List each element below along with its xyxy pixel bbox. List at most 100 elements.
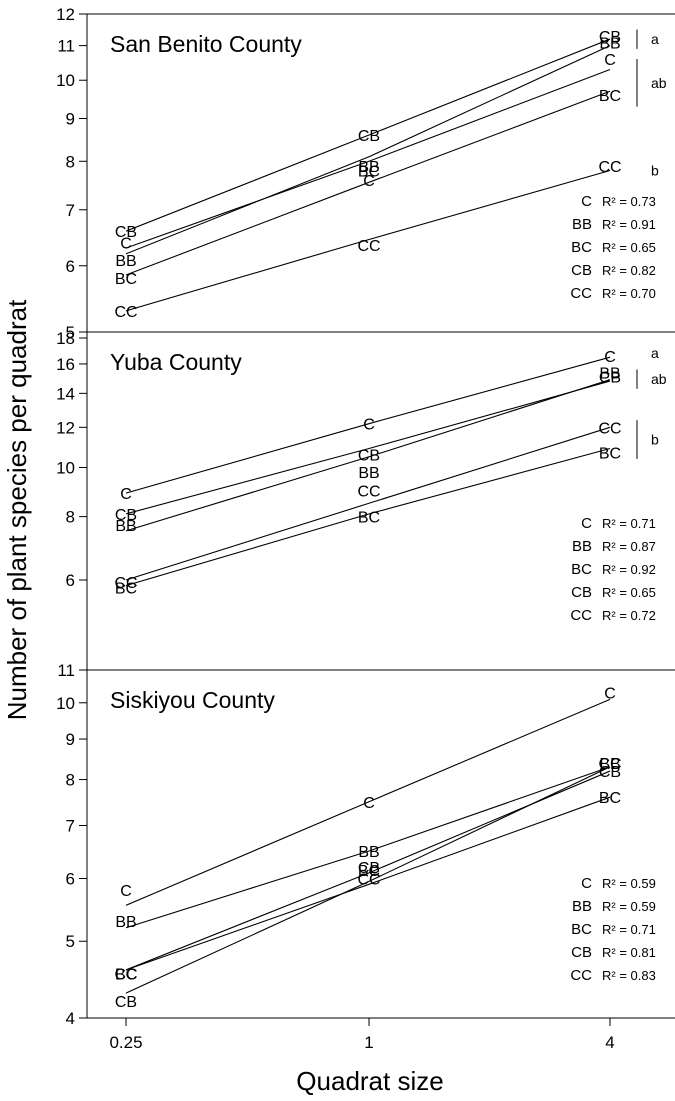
fit-line-CB <box>125 38 611 232</box>
y-tick-label: 12 <box>56 5 75 24</box>
point-label-BC: BC <box>358 163 380 180</box>
group-label: a <box>651 31 659 47</box>
fit-line-BC <box>125 796 611 971</box>
fit-line-CC <box>125 169 611 312</box>
point-label-C: C <box>604 349 616 366</box>
y-axis-label: Number of plant species per quadrat <box>2 299 32 720</box>
point-label-BC: BC <box>115 967 137 984</box>
fit-line-BB <box>125 45 611 255</box>
legend-r2-BC: R² = 0.65 <box>602 240 656 255</box>
point-label-CB: CB <box>599 764 621 781</box>
y-tick-label: 11 <box>57 661 75 680</box>
group-label: ab <box>651 371 667 387</box>
y-tick-label: 8 <box>66 771 75 790</box>
legend-r2-BC: R² = 0.71 <box>602 922 656 937</box>
point-label-BB: BB <box>115 518 136 535</box>
legend-name-CC: CC <box>570 607 592 624</box>
point-label-BC: BC <box>599 88 621 105</box>
legend-name-BB: BB <box>572 538 592 555</box>
y-tick-label: 8 <box>66 152 75 171</box>
legend-name-C: C <box>581 875 592 892</box>
point-label-CC: CC <box>357 872 380 889</box>
point-label-CB: CB <box>358 860 380 877</box>
fit-line-CC <box>125 770 611 971</box>
point-label-BC: BC <box>115 271 137 288</box>
panel-title: Yuba County <box>110 349 242 375</box>
legend-r2-C: R² = 0.71 <box>602 516 656 531</box>
point-label-BC: BC <box>115 580 137 597</box>
point-label-C: C <box>604 52 616 69</box>
point-label-CC: CC <box>114 575 137 592</box>
legend-name-BB: BB <box>572 216 592 233</box>
legend-name-CC: CC <box>570 285 592 302</box>
point-label-BB: BB <box>358 844 379 861</box>
legend-r2-BB: R² = 0.87 <box>602 539 656 554</box>
point-label-BB: BB <box>358 465 379 482</box>
point-label-CB: CB <box>599 29 621 46</box>
point-label-CC: CC <box>357 238 380 255</box>
x-tick-label: 1 <box>364 1033 373 1052</box>
point-label-CC: CC <box>598 159 621 176</box>
point-label-BC: BC <box>599 446 621 463</box>
point-label-CB: CB <box>358 128 380 145</box>
point-label-BB: BB <box>115 253 136 270</box>
x-tick-label: 0.25 <box>109 1033 142 1052</box>
panel-title: San Benito County <box>110 31 302 57</box>
point-label-CB: CB <box>358 448 380 465</box>
point-label-CB: CB <box>115 507 137 524</box>
legend-name-BB: BB <box>572 898 592 915</box>
fit-line-BC <box>125 447 611 587</box>
legend-r2-CB: R² = 0.65 <box>602 585 656 600</box>
point-label-CC: CC <box>114 304 137 321</box>
y-tick-label: 9 <box>66 730 75 749</box>
point-label-BB: BB <box>115 914 136 931</box>
fit-line-C <box>125 68 611 249</box>
point-label-BC: BC <box>358 863 380 880</box>
fit-line-BB <box>125 766 611 929</box>
point-label-CB: CB <box>115 224 137 241</box>
legend-name-BC: BC <box>571 921 592 938</box>
panel-title: Siskiyou County <box>110 687 275 713</box>
legend-name-C: C <box>581 515 592 532</box>
y-tick-label: 14 <box>56 384 75 403</box>
group-label: a <box>651 345 659 361</box>
legend-name-BC: BC <box>571 239 592 256</box>
point-label-BC: BC <box>358 510 380 527</box>
legend-name-CB: CB <box>571 584 592 601</box>
y-tick-label: 7 <box>66 816 75 835</box>
group-label: b <box>651 431 659 447</box>
y-tick-label: 6 <box>66 571 75 590</box>
legend-r2-BB: R² = 0.59 <box>602 899 656 914</box>
point-label-C: C <box>120 235 132 252</box>
point-label-CC: CC <box>357 484 380 501</box>
point-label-BB: BB <box>599 365 620 382</box>
y-tick-label: 10 <box>56 458 75 477</box>
fit-line-BB <box>125 379 611 532</box>
legend-r2-CC: R² = 0.72 <box>602 608 656 623</box>
y-tick-label: 6 <box>66 257 75 276</box>
y-tick-label: 6 <box>66 870 75 889</box>
point-label-BC: BC <box>599 790 621 807</box>
legend-name-CB: CB <box>571 262 592 279</box>
point-label-C: C <box>120 883 132 900</box>
y-tick-label: 7 <box>66 201 75 220</box>
y-tick-label: 10 <box>56 71 75 90</box>
legend-name-CC: CC <box>570 967 592 984</box>
legend-r2-CC: R² = 0.83 <box>602 968 656 983</box>
legend-name-BC: BC <box>571 561 592 578</box>
y-tick-label: 16 <box>56 355 75 374</box>
legend-r2-CB: R² = 0.81 <box>602 945 656 960</box>
fit-line-CC <box>125 426 611 581</box>
point-label-C: C <box>363 173 375 190</box>
legend-r2-CC: R² = 0.70 <box>602 286 656 301</box>
legend-name-CB: CB <box>571 944 592 961</box>
fit-line-BC <box>125 90 611 276</box>
group-label: b <box>651 162 659 178</box>
legend-r2-C: R² = 0.73 <box>602 194 656 209</box>
legend-r2-CB: R² = 0.82 <box>602 263 656 278</box>
x-axis-label: Quadrat size <box>296 1066 443 1096</box>
